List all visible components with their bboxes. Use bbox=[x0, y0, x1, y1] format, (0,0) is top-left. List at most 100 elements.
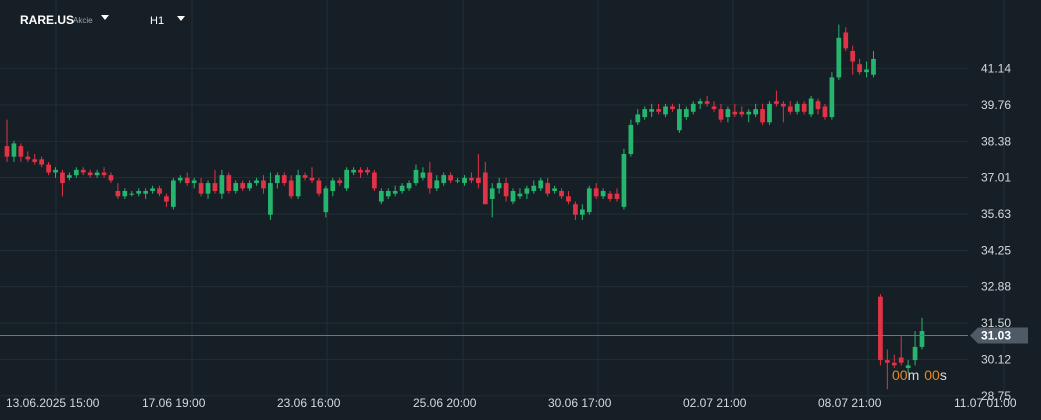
timeframe-selector[interactable]: H1 bbox=[150, 15, 185, 27]
countdown-minutes-unit: m bbox=[908, 367, 920, 383]
candle bbox=[53, 167, 58, 178]
candle-body bbox=[697, 101, 703, 104]
candle bbox=[677, 103, 682, 133]
candle bbox=[233, 180, 239, 194]
bar-countdown: 00m 00s bbox=[892, 367, 947, 383]
candle bbox=[67, 172, 72, 181]
candle-body bbox=[87, 172, 93, 176]
candle bbox=[767, 101, 772, 125]
candle-body bbox=[559, 191, 564, 197]
symbol-selector[interactable]: RARE.US Akcie bbox=[20, 13, 109, 27]
candle-body bbox=[254, 180, 259, 184]
candle-body bbox=[781, 103, 786, 107]
candle bbox=[711, 101, 717, 112]
candle bbox=[559, 188, 564, 199]
candle-body bbox=[524, 188, 530, 194]
candle bbox=[531, 180, 537, 194]
y-tick-label: 38.38 bbox=[981, 134, 1011, 148]
candle bbox=[268, 172, 273, 221]
candle bbox=[656, 103, 661, 115]
candle-body bbox=[413, 169, 419, 184]
candle bbox=[46, 161, 51, 176]
candle-body bbox=[337, 180, 343, 184]
candle-body bbox=[378, 191, 384, 202]
candle bbox=[579, 204, 585, 221]
y-tick-label: 28.75 bbox=[981, 389, 1011, 403]
x-tick-label: 30.06 17:00 bbox=[548, 396, 612, 410]
candle-body bbox=[496, 183, 502, 189]
symbol-chevron-down-icon[interactable] bbox=[101, 15, 109, 20]
candle-body bbox=[510, 191, 516, 202]
candle-body bbox=[649, 109, 655, 112]
symbol-name[interactable]: RARE.US bbox=[20, 13, 74, 27]
candle-body bbox=[80, 169, 86, 173]
candle-body bbox=[164, 196, 169, 202]
candle bbox=[94, 169, 100, 178]
candle-body bbox=[489, 188, 495, 199]
candle-body bbox=[836, 37, 842, 78]
candle bbox=[247, 180, 252, 192]
candle bbox=[801, 101, 807, 115]
current-price-tag bbox=[970, 327, 1028, 344]
candle-series bbox=[4, 24, 925, 390]
candle bbox=[80, 167, 86, 176]
candle bbox=[302, 172, 308, 181]
candle bbox=[843, 27, 849, 51]
candle-body bbox=[857, 64, 862, 73]
candle-body bbox=[822, 106, 828, 118]
candle bbox=[884, 349, 890, 390]
candle-body bbox=[462, 177, 467, 184]
candle bbox=[538, 177, 544, 192]
candle-body bbox=[191, 180, 197, 184]
candle bbox=[372, 169, 377, 192]
candle bbox=[822, 103, 828, 120]
candle-body bbox=[787, 106, 793, 112]
candle-body bbox=[157, 188, 162, 194]
candle bbox=[836, 24, 842, 81]
candle bbox=[274, 172, 280, 189]
candle bbox=[441, 172, 447, 186]
candle-body bbox=[94, 172, 100, 176]
candle-body bbox=[670, 106, 675, 110]
candle-body bbox=[358, 169, 363, 173]
candle bbox=[101, 167, 107, 178]
candle bbox=[704, 95, 710, 107]
candle-body bbox=[607, 193, 613, 199]
candle bbox=[164, 193, 169, 207]
candle-body bbox=[101, 172, 107, 176]
candle bbox=[663, 103, 668, 118]
candle-body bbox=[753, 109, 758, 115]
candle-body bbox=[586, 188, 592, 213]
candle-body bbox=[718, 109, 724, 120]
candle bbox=[226, 172, 232, 194]
candle-body bbox=[351, 169, 356, 173]
candle-body bbox=[677, 109, 682, 131]
candle-body bbox=[864, 69, 869, 73]
candle bbox=[614, 188, 620, 202]
candle bbox=[739, 106, 745, 118]
candle bbox=[129, 191, 135, 197]
candle bbox=[108, 172, 114, 184]
candle bbox=[794, 101, 800, 115]
candle bbox=[39, 156, 45, 168]
timeframe-label[interactable]: H1 bbox=[150, 15, 164, 27]
candle bbox=[157, 185, 162, 197]
candle-body bbox=[808, 98, 814, 115]
y-tick-label: 37.01 bbox=[981, 171, 1011, 185]
candle-body bbox=[760, 109, 765, 123]
y-tick-label: 30.12 bbox=[981, 353, 1011, 367]
candle-body bbox=[517, 193, 523, 197]
candle-body bbox=[448, 175, 453, 181]
candle bbox=[919, 317, 925, 350]
candle bbox=[670, 103, 675, 112]
candle-body bbox=[441, 175, 447, 184]
candle bbox=[607, 191, 613, 202]
candle-body bbox=[274, 175, 280, 184]
timeframe-chevron-down-icon[interactable] bbox=[177, 16, 185, 21]
y-tick-label: 32.88 bbox=[981, 280, 1011, 294]
candle-body bbox=[434, 180, 440, 189]
candle-body bbox=[309, 177, 315, 181]
countdown-seconds-unit: s bbox=[940, 367, 947, 383]
candle bbox=[898, 336, 904, 366]
